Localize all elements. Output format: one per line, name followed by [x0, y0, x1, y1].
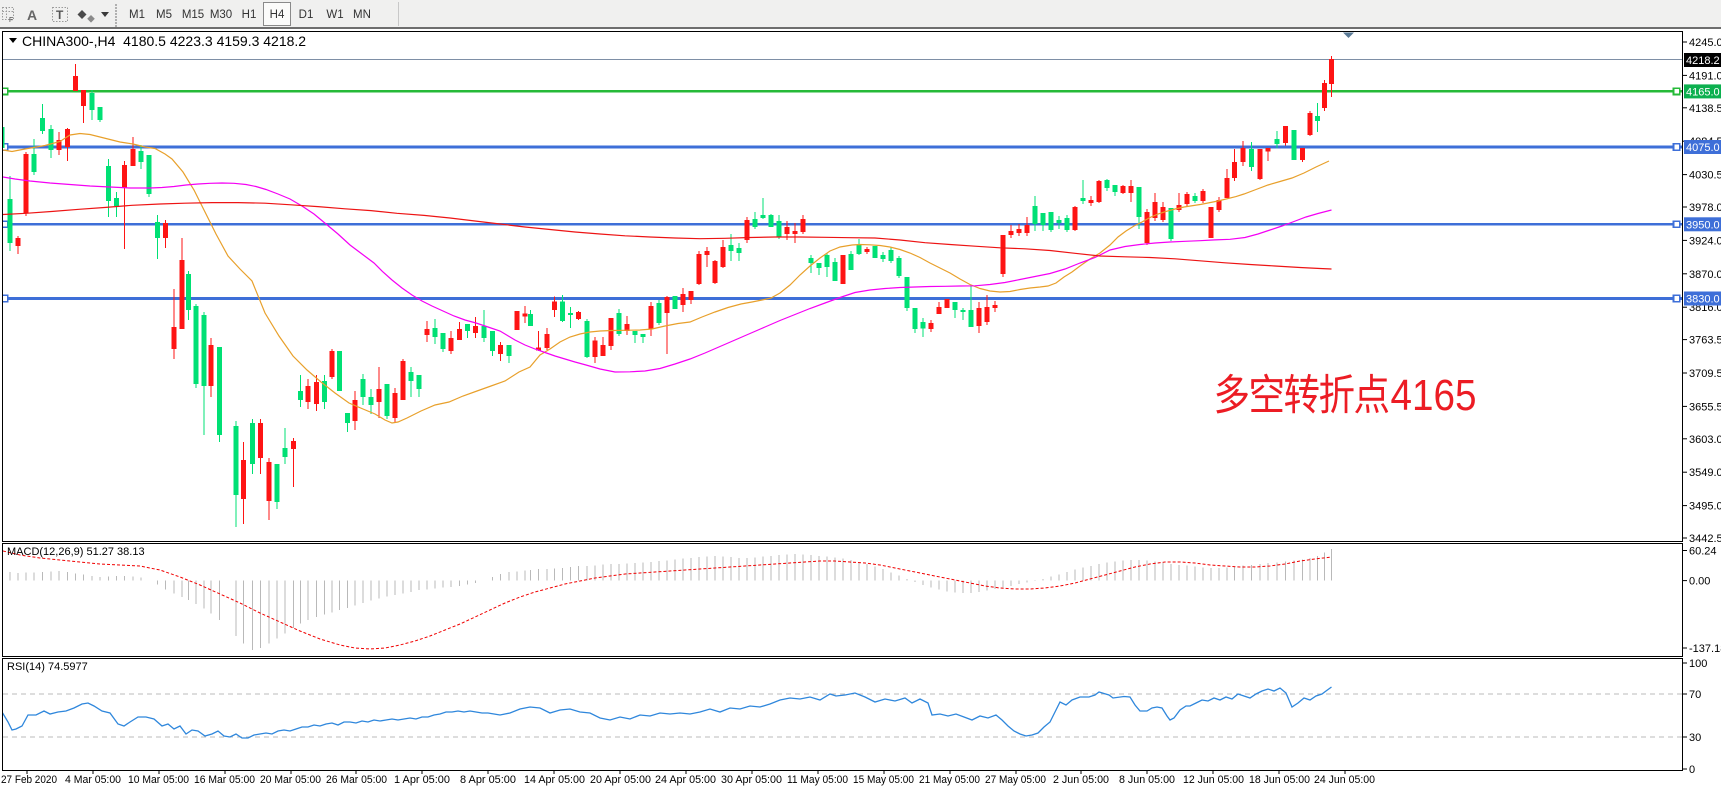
svg-text:60.24: 60.24 [1689, 546, 1717, 558]
svg-text:70: 70 [1689, 689, 1701, 701]
svg-text:3950.0: 3950.0 [1686, 219, 1720, 231]
svg-text:H4: H4 [270, 9, 285, 21]
svg-text:20 Apr 05:00: 20 Apr 05:00 [590, 774, 651, 786]
svg-text:10 Mar 05:00: 10 Mar 05:00 [128, 774, 189, 786]
svg-text:30 Apr 05:00: 30 Apr 05:00 [721, 774, 782, 786]
svg-text:RSI(14) 74.5977: RSI(14) 74.5977 [7, 661, 88, 673]
svg-text:24 Apr 05:00: 24 Apr 05:00 [655, 774, 716, 786]
svg-text:-137.18: -137.18 [1689, 643, 1721, 655]
svg-text:4218.2: 4218.2 [1686, 55, 1720, 67]
svg-text:30: 30 [1689, 732, 1701, 744]
svg-text:4165.0: 4165.0 [1686, 86, 1720, 98]
svg-text:27 May 05:00: 27 May 05:00 [985, 774, 1046, 786]
svg-text:F: F [9, 17, 13, 24]
svg-text:MACD(12,26,9) 51.27 38.13: MACD(12,26,9) 51.27 38.13 [7, 546, 145, 558]
svg-text:100: 100 [1689, 658, 1707, 670]
svg-text:3603.0: 3603.0 [1689, 434, 1721, 446]
svg-text:4075.0: 4075.0 [1686, 142, 1720, 154]
svg-text:4030.5: 4030.5 [1689, 170, 1721, 182]
svg-text:21 May 05:00: 21 May 05:00 [919, 774, 980, 786]
svg-text:M1: M1 [129, 9, 145, 21]
svg-text:3924.0: 3924.0 [1689, 235, 1721, 247]
svg-text:H1: H1 [242, 9, 257, 21]
svg-text:CHINA300-,H4 4180.5 4223.3 41: CHINA300-,H4 4180.5 4223.3 4159.3 4218.2 [22, 33, 306, 49]
svg-text:MN: MN [353, 9, 371, 21]
svg-text:15 May 05:00: 15 May 05:00 [853, 774, 914, 786]
svg-text:A: A [27, 7, 37, 23]
svg-text:8 Apr 05:00: 8 Apr 05:00 [460, 774, 516, 786]
svg-text:3709.5: 3709.5 [1689, 368, 1721, 380]
svg-text:4 Mar 05:00: 4 Mar 05:00 [65, 774, 121, 786]
svg-text:16 Mar 05:00: 16 Mar 05:00 [194, 774, 255, 786]
svg-text:M30: M30 [210, 9, 232, 21]
svg-text:M15: M15 [182, 9, 204, 21]
svg-text:27 Feb 2020: 27 Feb 2020 [1, 774, 57, 786]
svg-text:12 Jun 05:00: 12 Jun 05:00 [1183, 774, 1244, 786]
svg-text:4245.0: 4245.0 [1689, 37, 1721, 49]
svg-text:3870.0: 3870.0 [1689, 269, 1721, 281]
svg-text:14 Apr 05:00: 14 Apr 05:00 [524, 774, 585, 786]
svg-text:3655.5: 3655.5 [1689, 401, 1721, 413]
svg-text:0.00: 0.00 [1689, 576, 1710, 588]
svg-text:3549.0: 3549.0 [1689, 467, 1721, 479]
svg-text:1 Apr 05:00: 1 Apr 05:00 [394, 774, 450, 786]
svg-text:W1: W1 [326, 9, 343, 21]
svg-text:3830.0: 3830.0 [1686, 294, 1720, 306]
svg-text:D1: D1 [299, 9, 314, 21]
svg-text:4138.5: 4138.5 [1689, 103, 1721, 115]
svg-text:3495.0: 3495.0 [1689, 501, 1721, 513]
svg-text:0: 0 [1689, 764, 1695, 776]
svg-text:26 Mar 05:00: 26 Mar 05:00 [326, 774, 387, 786]
svg-text:3978.0: 3978.0 [1689, 202, 1721, 214]
svg-text:M5: M5 [156, 9, 172, 21]
svg-text:2 Jun 05:00: 2 Jun 05:00 [1053, 774, 1109, 786]
svg-text:3763.5: 3763.5 [1689, 335, 1721, 347]
svg-text:T: T [56, 8, 64, 22]
svg-text:4191.0: 4191.0 [1689, 70, 1721, 82]
svg-text:8 Jun 05:00: 8 Jun 05:00 [1119, 774, 1175, 786]
svg-text:11 May 05:00: 11 May 05:00 [787, 774, 848, 786]
svg-text:24 Jun 05:00: 24 Jun 05:00 [1314, 774, 1375, 786]
svg-text:20 Mar 05:00: 20 Mar 05:00 [260, 774, 321, 786]
svg-text:4165: 4165 [1391, 371, 1477, 420]
svg-text:18 Jun 05:00: 18 Jun 05:00 [1249, 774, 1310, 786]
svg-text:3442.5: 3442.5 [1689, 533, 1721, 545]
